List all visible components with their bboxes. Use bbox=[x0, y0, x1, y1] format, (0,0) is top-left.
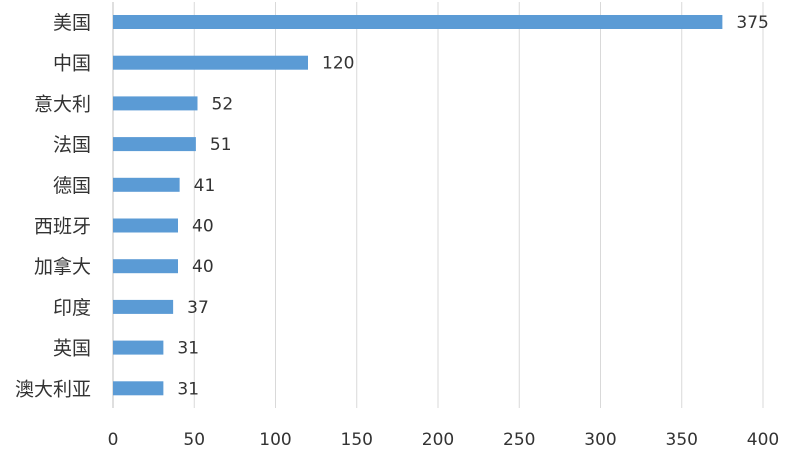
data-label: 375 bbox=[736, 13, 768, 33]
data-label: 41 bbox=[194, 176, 216, 196]
bar bbox=[113, 137, 196, 152]
x-tick-label: 150 bbox=[341, 430, 373, 450]
x-tick-label: 100 bbox=[259, 430, 291, 450]
category-label: 澳大利亚 bbox=[15, 378, 91, 400]
x-tick-label: 50 bbox=[183, 430, 205, 450]
bar bbox=[113, 15, 723, 29]
bar bbox=[113, 340, 164, 355]
bar bbox=[113, 299, 174, 314]
bar bbox=[113, 259, 178, 274]
data-label: 40 bbox=[192, 217, 214, 237]
bar bbox=[113, 177, 180, 192]
data-label: 37 bbox=[187, 298, 209, 318]
data-label: 51 bbox=[210, 135, 232, 155]
category-label: 美国 bbox=[53, 12, 91, 34]
x-tick-label: 350 bbox=[666, 430, 698, 450]
x-tick-label: 0 bbox=[108, 430, 119, 450]
category-label: 加拿大 bbox=[34, 255, 91, 278]
category-label: 法国 bbox=[53, 134, 91, 156]
category-label: 德国 bbox=[53, 175, 91, 197]
bars bbox=[113, 15, 723, 396]
bar bbox=[113, 96, 198, 111]
bar bbox=[113, 218, 178, 233]
x-axis-ticks: 0 50 100 150 200 250 300 350 400 bbox=[108, 430, 780, 450]
data-labels: 375 120 52 51 41 40 40 37 31 31 bbox=[177, 13, 768, 399]
x-tick-label: 300 bbox=[584, 430, 616, 450]
x-tick-label: 400 bbox=[747, 430, 779, 450]
x-tick-label: 250 bbox=[503, 430, 535, 450]
category-label: 意大利 bbox=[34, 93, 91, 115]
category-label: 中国 bbox=[53, 53, 91, 75]
data-label: 40 bbox=[192, 257, 214, 277]
bar bbox=[113, 381, 164, 396]
category-label: 英国 bbox=[53, 338, 91, 360]
x-tick-label: 200 bbox=[422, 430, 454, 450]
data-label: 31 bbox=[177, 379, 199, 399]
category-label: 印度 bbox=[53, 297, 91, 319]
category-label: 西班牙 bbox=[34, 216, 91, 238]
data-label: 52 bbox=[212, 94, 234, 114]
bar bbox=[113, 55, 308, 70]
data-label: 120 bbox=[322, 54, 354, 74]
data-label: 31 bbox=[177, 339, 199, 359]
